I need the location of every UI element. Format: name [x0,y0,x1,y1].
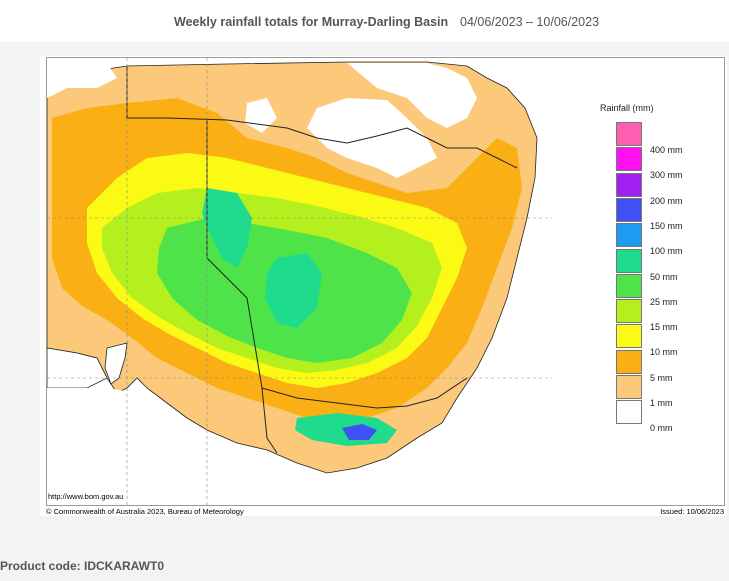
legend-label: 100 mm [650,246,683,257]
copyright-text: © Commonwealth of Australia 2023, Bureau… [46,507,244,516]
product-code-label: Product code: [0,559,81,573]
rainfall-map-graphic [47,58,553,505]
legend-swatch [616,324,642,349]
legend-label: 10 mm [650,347,678,358]
legend-swatch [616,197,642,222]
legend-label: 15 mm [650,322,678,333]
legend-swatch [616,223,642,248]
legend-label: 200 mm [650,195,683,206]
legend-swatch [616,147,642,172]
legend-swatch [616,349,642,374]
page-title: Weekly rainfall totals for Murray-Darlin… [174,15,449,29]
legend-title: Rainfall (mm) [600,103,654,113]
legend-swatch [616,248,642,273]
rainfall-map [46,57,554,506]
southern-ocean [47,388,553,505]
legend-label: 1 mm [650,398,673,408]
dry-area-north [307,98,437,178]
legend-swatch [616,273,642,298]
legend-label: 150 mm [650,220,683,231]
legend-swatch [616,172,642,197]
legend-label: 300 mm [650,170,683,181]
legend-label: 25 mm [650,296,678,307]
rain-100mm-zone [202,188,252,268]
source-url: http://www.bom.gov.au [48,492,124,501]
date-range: 04/06/2023 – 10/06/2023 [460,15,600,29]
legend-swatch [616,400,642,425]
legend-label: 400 mm [650,145,683,155]
state-border-vic [261,377,468,409]
legend-swatch [616,122,642,146]
state-border-sa [206,118,278,454]
legend-swatch [616,299,642,324]
product-code: Product code: IDCKARAWT0 [0,559,164,573]
legend-label: 50 mm [650,271,678,282]
legend-label: 5 mm [650,372,673,383]
legend-label: 0 mm [650,423,673,434]
rain-150mm-zone [342,424,377,440]
issued-date: Issued: 10/06/2023 [660,507,724,516]
rain-100mm-zone-2 [265,253,322,328]
dry-area-northeast [347,63,477,128]
header-bar: Weekly rainfall totals for Murray-Darlin… [0,0,729,42]
product-code-value: IDCKARAWT0 [84,559,165,573]
dry-patch-small [245,98,277,133]
state-border-qld [126,66,518,169]
dry-area-nw [47,63,117,98]
legend-swatch [616,375,642,399]
